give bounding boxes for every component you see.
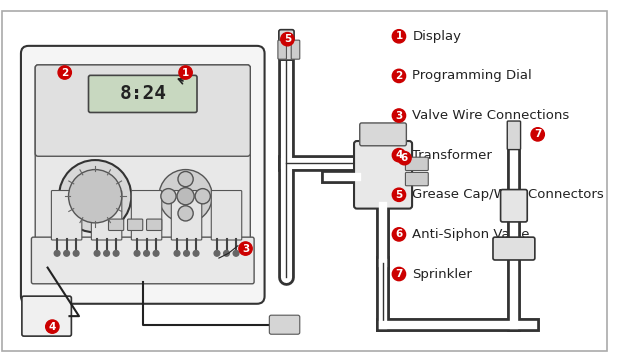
Text: 3: 3 xyxy=(396,110,403,121)
Circle shape xyxy=(239,242,252,255)
Circle shape xyxy=(64,251,70,256)
Circle shape xyxy=(281,33,294,46)
Text: 6: 6 xyxy=(396,230,403,239)
FancyBboxPatch shape xyxy=(508,121,520,150)
Circle shape xyxy=(134,251,140,256)
FancyBboxPatch shape xyxy=(211,190,242,240)
FancyBboxPatch shape xyxy=(92,190,122,240)
FancyBboxPatch shape xyxy=(88,75,197,113)
FancyBboxPatch shape xyxy=(147,219,162,231)
FancyBboxPatch shape xyxy=(500,190,527,222)
Circle shape xyxy=(104,251,109,256)
Text: Grease Cap/Wire Connectors: Grease Cap/Wire Connectors xyxy=(412,188,604,201)
Circle shape xyxy=(398,152,411,165)
Text: 1: 1 xyxy=(182,67,189,77)
Circle shape xyxy=(153,251,159,256)
FancyBboxPatch shape xyxy=(109,219,124,231)
Circle shape xyxy=(59,160,131,232)
FancyBboxPatch shape xyxy=(131,190,162,240)
Circle shape xyxy=(174,251,180,256)
Text: Programming Dial: Programming Dial xyxy=(412,70,532,83)
FancyBboxPatch shape xyxy=(31,237,254,284)
FancyBboxPatch shape xyxy=(22,296,72,336)
Text: Transformer: Transformer xyxy=(412,149,492,162)
Circle shape xyxy=(144,251,149,256)
Text: Display: Display xyxy=(412,30,461,43)
FancyBboxPatch shape xyxy=(35,65,250,242)
Text: 7: 7 xyxy=(396,269,403,279)
Circle shape xyxy=(392,228,406,241)
Circle shape xyxy=(392,30,406,43)
Text: Valve Wire Connections: Valve Wire Connections xyxy=(412,109,570,122)
Circle shape xyxy=(195,189,211,204)
Text: 5: 5 xyxy=(396,190,403,200)
FancyBboxPatch shape xyxy=(493,237,535,260)
Circle shape xyxy=(392,268,406,281)
Circle shape xyxy=(54,251,60,256)
FancyBboxPatch shape xyxy=(278,40,287,59)
Circle shape xyxy=(214,251,220,256)
Circle shape xyxy=(392,109,406,122)
Circle shape xyxy=(531,128,545,141)
Text: 2: 2 xyxy=(396,71,403,81)
Circle shape xyxy=(193,251,199,256)
Circle shape xyxy=(159,169,212,223)
Text: Sprinkler: Sprinkler xyxy=(412,268,472,281)
Circle shape xyxy=(58,66,72,79)
Circle shape xyxy=(392,188,406,201)
FancyBboxPatch shape xyxy=(354,141,412,209)
Text: 1: 1 xyxy=(396,31,403,41)
FancyBboxPatch shape xyxy=(35,65,250,156)
FancyBboxPatch shape xyxy=(127,219,143,231)
Circle shape xyxy=(177,188,194,205)
Circle shape xyxy=(392,148,406,162)
FancyBboxPatch shape xyxy=(51,190,82,240)
Circle shape xyxy=(74,251,79,256)
Text: 4: 4 xyxy=(396,150,403,160)
Circle shape xyxy=(223,251,229,256)
FancyBboxPatch shape xyxy=(21,46,264,304)
Circle shape xyxy=(45,320,59,333)
Text: 4: 4 xyxy=(49,321,56,332)
Circle shape xyxy=(161,189,176,204)
FancyBboxPatch shape xyxy=(279,30,294,60)
Text: 3: 3 xyxy=(242,244,249,253)
Text: 2: 2 xyxy=(61,67,68,77)
Circle shape xyxy=(94,251,100,256)
FancyBboxPatch shape xyxy=(172,190,202,240)
Circle shape xyxy=(233,251,239,256)
Text: Anti-Siphon Valve: Anti-Siphon Valve xyxy=(412,228,530,241)
Circle shape xyxy=(178,206,193,221)
Circle shape xyxy=(178,172,193,187)
FancyBboxPatch shape xyxy=(405,157,428,171)
FancyBboxPatch shape xyxy=(291,40,300,59)
Circle shape xyxy=(184,251,189,256)
Circle shape xyxy=(179,66,192,79)
Text: 7: 7 xyxy=(534,129,541,139)
Text: 6: 6 xyxy=(401,153,408,163)
Circle shape xyxy=(68,169,122,223)
FancyBboxPatch shape xyxy=(269,315,300,334)
Text: 5: 5 xyxy=(284,34,291,44)
FancyBboxPatch shape xyxy=(405,172,428,186)
Text: 8:24: 8:24 xyxy=(119,84,166,104)
Circle shape xyxy=(392,69,406,83)
FancyBboxPatch shape xyxy=(360,123,406,146)
Circle shape xyxy=(113,251,119,256)
